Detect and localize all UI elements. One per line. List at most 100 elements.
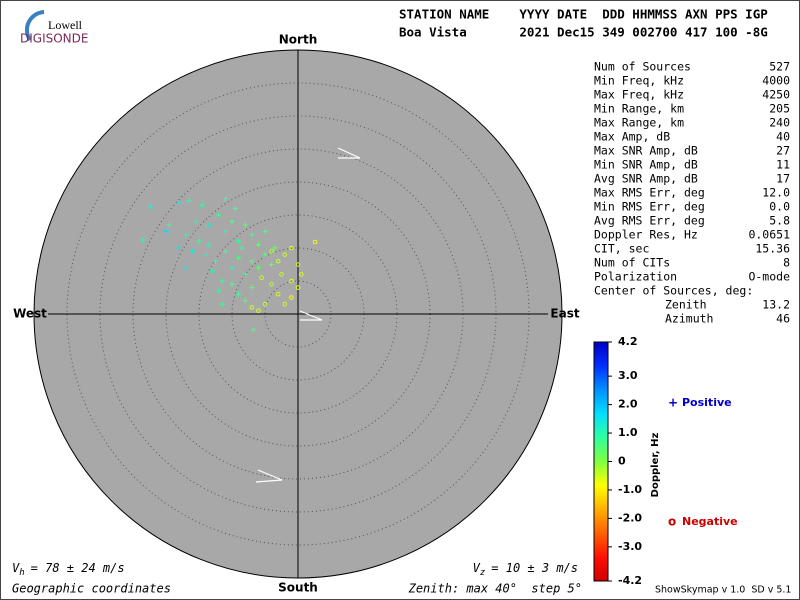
source-positive	[219, 278, 225, 284]
colorbar-tick-label: 2.0	[618, 398, 638, 411]
stat-label: Max Amp, dB	[594, 130, 670, 144]
source-negative	[256, 308, 261, 314]
header-values: Boa Vista 2021 Dec15 349 002700 417 100 …	[399, 25, 768, 40]
compass-south: South	[278, 581, 318, 595]
logo-arc	[24, 10, 45, 42]
source-positive	[250, 327, 256, 333]
source-positive	[199, 202, 205, 208]
source-positive	[203, 252, 209, 258]
stat-label: Min RMS Err, deg	[594, 200, 705, 214]
colorbar-tick-label: -4.2	[618, 574, 642, 587]
source-negative	[269, 282, 274, 287]
source-positive	[222, 248, 228, 254]
legend-symbol: +	[668, 396, 678, 410]
source-positive	[222, 196, 228, 201]
legend-label: Positive	[682, 396, 732, 409]
source-positive	[186, 197, 192, 203]
source-negative	[275, 258, 281, 264]
source-positive	[229, 281, 235, 287]
source-negative	[312, 239, 318, 245]
source-positive	[206, 242, 212, 248]
stat-value: 40	[776, 130, 790, 144]
compass-west: West	[13, 307, 47, 321]
source-positive	[272, 245, 278, 251]
colorbar-tick-label: -2.0	[618, 511, 642, 524]
zenith-label: Zenith: max 40° step 5°	[408, 582, 582, 596]
stat-label: Doppler Res, Hz	[594, 228, 698, 242]
source-positive	[189, 248, 195, 254]
stat-label: Num of Sources	[594, 60, 691, 74]
source-positive	[213, 258, 218, 264]
source-positive	[216, 288, 222, 294]
stat-label: Avg RMS Err, deg	[594, 214, 705, 228]
stat-value: 15.36	[755, 242, 790, 256]
source-positive	[216, 212, 222, 218]
source-positive	[166, 222, 172, 228]
source-positive	[236, 291, 242, 297]
source-positive	[255, 265, 261, 271]
colorbar-tick-label: 4.2	[618, 335, 638, 348]
stat-value: 12.0	[762, 186, 790, 200]
source-positive	[269, 262, 275, 267]
compass-east: East	[550, 307, 579, 321]
source-positive	[242, 298, 248, 304]
source-negative	[295, 262, 301, 267]
source-positive	[176, 245, 182, 251]
source-positive	[206, 222, 212, 228]
stat-label: Azimuth	[665, 312, 713, 326]
source-positive	[219, 301, 225, 307]
vh-label: Vh = 78 ± 24 m/s	[12, 561, 125, 578]
stat-label: Max Freq, kHz	[594, 88, 684, 102]
legend-label: Negative	[682, 515, 738, 528]
source-negative	[299, 272, 304, 277]
stat-label: Min Range, km	[594, 102, 684, 116]
colorbar-tick-label: 1.0	[618, 426, 638, 439]
colorbar-tick-label: -3.0	[618, 540, 642, 553]
source-positive	[229, 265, 235, 271]
source-positive	[249, 285, 255, 291]
stat-value: 27	[776, 144, 790, 158]
source-positive	[163, 229, 169, 234]
stat-value: 4000	[762, 74, 790, 88]
stat-label: Zenith	[665, 298, 707, 312]
stat-value: 0.0651	[748, 228, 790, 242]
stat-value: 205	[769, 102, 790, 116]
stat-label: CIT, sec	[594, 242, 649, 256]
velocity-arrows	[255, 147, 361, 483]
coords-label: Geographic coordinates	[12, 582, 171, 596]
colorbar-tick-label: -1.0	[618, 483, 642, 496]
source-negative	[289, 278, 294, 284]
source-positive	[236, 255, 242, 261]
stat-label: Max RMS Err, deg	[594, 186, 705, 200]
source-negative	[275, 291, 281, 297]
stat-label: Min SNR Amp, dB	[594, 158, 698, 172]
stat-label: Avg SNR Amp, dB	[594, 172, 698, 186]
source-negative	[269, 249, 274, 254]
source-positive	[255, 242, 261, 248]
source-positive	[242, 271, 248, 277]
source-positive	[183, 265, 189, 271]
legend-symbol: o	[668, 515, 676, 529]
source-positive	[222, 229, 228, 234]
source-positive	[183, 232, 189, 238]
stat-label: Max Range, km	[594, 116, 684, 130]
stat-value: 46	[776, 312, 790, 326]
source-positive	[239, 245, 245, 251]
source-negative	[282, 252, 288, 257]
stat-value: 8	[783, 256, 790, 270]
stat-value: 527	[769, 60, 790, 74]
source-positive	[147, 204, 153, 210]
stat-value: 5.8	[769, 214, 790, 228]
stat-value: 240	[769, 116, 790, 130]
colorbar	[593, 341, 609, 582]
source-negative	[289, 295, 294, 300]
stat-value: 17	[776, 172, 790, 186]
stat-label: Min Freq, kHz	[594, 74, 684, 88]
source-negative	[282, 301, 288, 307]
logo-name: Lowell	[48, 18, 83, 32]
colorbar-tick-label: 0	[618, 455, 626, 468]
source-negative	[295, 285, 301, 290]
source-negative	[259, 275, 265, 281]
source-positive	[229, 219, 235, 225]
